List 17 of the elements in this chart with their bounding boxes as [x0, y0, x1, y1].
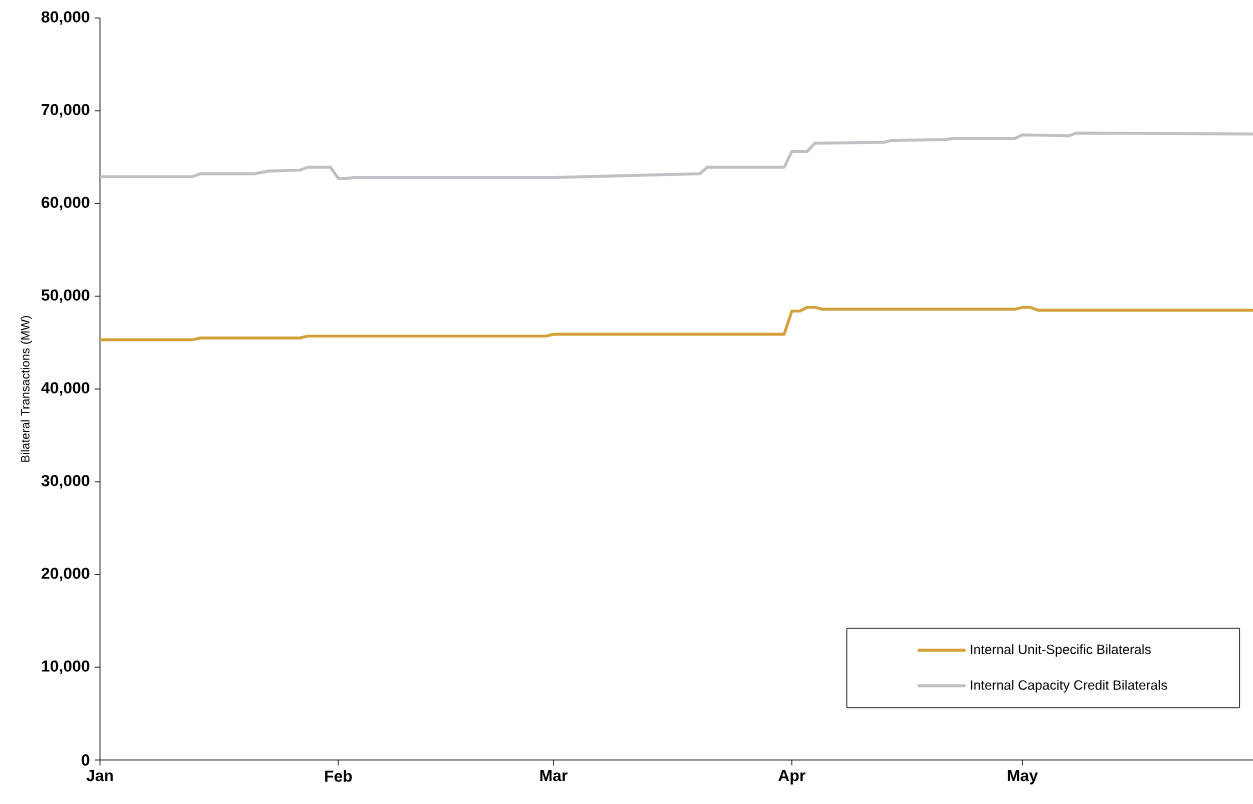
y-tick-label: 0 — [81, 754, 90, 766]
y-tick-label: 80,000 — [41, 11, 90, 25]
y-tick-label: 50,000 — [41, 289, 90, 304]
x-tick-label: Jan — [86, 770, 113, 782]
y-tick-label: 20,000 — [41, 567, 90, 582]
x-tick-label: May — [1007, 770, 1038, 785]
y-axis-title: Bilateral Transactions (MW) — [20, 315, 32, 462]
y-tick-label: 30,000 — [41, 474, 90, 489]
y-tick-label: 60,000 — [41, 196, 90, 211]
x-tick-label: Apr — [778, 770, 806, 785]
legend-label: Internal Unit-Specific Bilaterals — [970, 644, 1151, 657]
x-tick-label: Mar — [540, 770, 568, 782]
y-tick-label: 40,000 — [41, 382, 90, 396]
legend-label: Internal Capacity Credit Bilaterals — [970, 679, 1168, 693]
x-tick-label: Feb — [325, 770, 352, 782]
y-tick-label: 10,000 — [42, 660, 90, 675]
y-tick-label: 70,000 — [41, 103, 90, 118]
